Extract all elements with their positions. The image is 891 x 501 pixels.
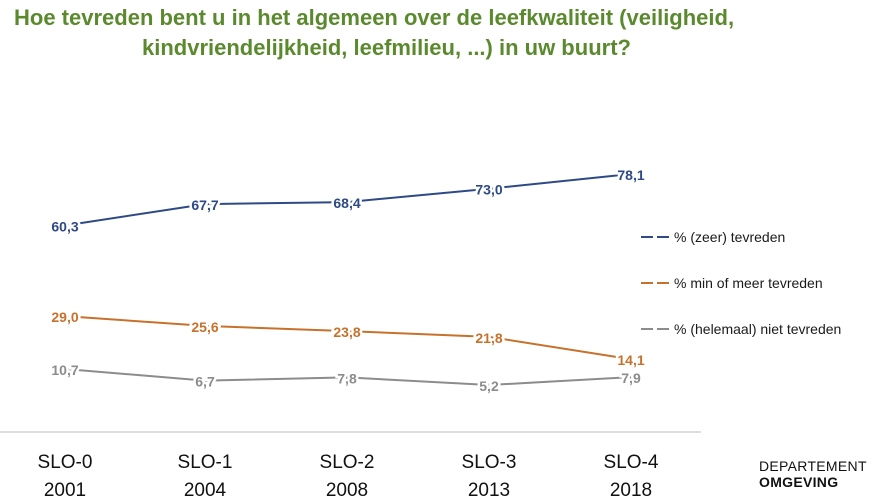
x-tick-year-label: 2013 <box>468 480 510 501</box>
data-point <box>203 324 207 328</box>
data-label: 67,7 <box>191 197 218 213</box>
x-tick-label: SLO-0 <box>38 452 93 473</box>
data-label: 29,0 <box>51 309 78 325</box>
data-point <box>63 367 67 371</box>
data-label: 23,8 <box>333 324 360 340</box>
legend-label: % (zeer) tevreden <box>674 229 785 245</box>
data-label: 7,9 <box>621 370 641 386</box>
x-tick-year-label: 2004 <box>184 480 227 501</box>
x-tick-label: SLO-3 <box>462 452 517 473</box>
data-label: 10,7 <box>51 362 78 378</box>
data-point <box>345 329 349 333</box>
brand-line1: DEPARTEMENT <box>759 458 867 474</box>
data-point <box>487 335 491 339</box>
data-point <box>203 379 207 383</box>
brand-line2: OMGEVING <box>759 474 839 490</box>
data-point <box>345 200 349 204</box>
data-label: 6,7 <box>195 374 215 390</box>
x-tick-label: SLO-2 <box>320 452 375 473</box>
data-label: 78,1 <box>617 167 644 183</box>
x-tick-label: SLO-4 <box>604 452 659 473</box>
data-label: 25,6 <box>191 319 218 335</box>
data-point <box>629 375 633 379</box>
x-tick-label: SLO-1 <box>178 452 233 473</box>
data-label: 14,1 <box>617 352 644 368</box>
legend-label: % (helemaal) niet tevreden <box>674 321 841 337</box>
x-tick-year-label: 2018 <box>610 480 652 501</box>
chart-title: Hoe tevreden bent u in het algemeen over… <box>14 3 874 63</box>
x-tick-year-label: 2001 <box>44 480 86 501</box>
x-tick-year-label: 2008 <box>326 480 368 501</box>
data-label: 7,8 <box>337 370 357 386</box>
brand-logo: DEPARTEMENT OMGEVING <box>759 458 867 490</box>
chart-title-line2: kindvriendelijkheid, leefmilieu, ...) in… <box>142 35 631 60</box>
data-point <box>203 202 207 206</box>
data-point <box>487 383 491 387</box>
data-point <box>345 375 349 379</box>
data-point <box>629 357 633 361</box>
data-label: 73,0 <box>475 182 502 198</box>
chart-title-line1: Hoe tevreden bent u in het algemeen over… <box>14 5 735 30</box>
data-point <box>487 187 491 191</box>
data-label: 68,4 <box>333 195 360 211</box>
data-label: 60,3 <box>51 219 78 235</box>
data-point <box>629 172 633 176</box>
data-label: 21,8 <box>475 330 502 346</box>
data-label: 5,2 <box>479 378 499 394</box>
legend-label: % min of meer tevreden <box>674 275 823 291</box>
data-point <box>63 314 67 318</box>
data-point <box>63 224 67 227</box>
